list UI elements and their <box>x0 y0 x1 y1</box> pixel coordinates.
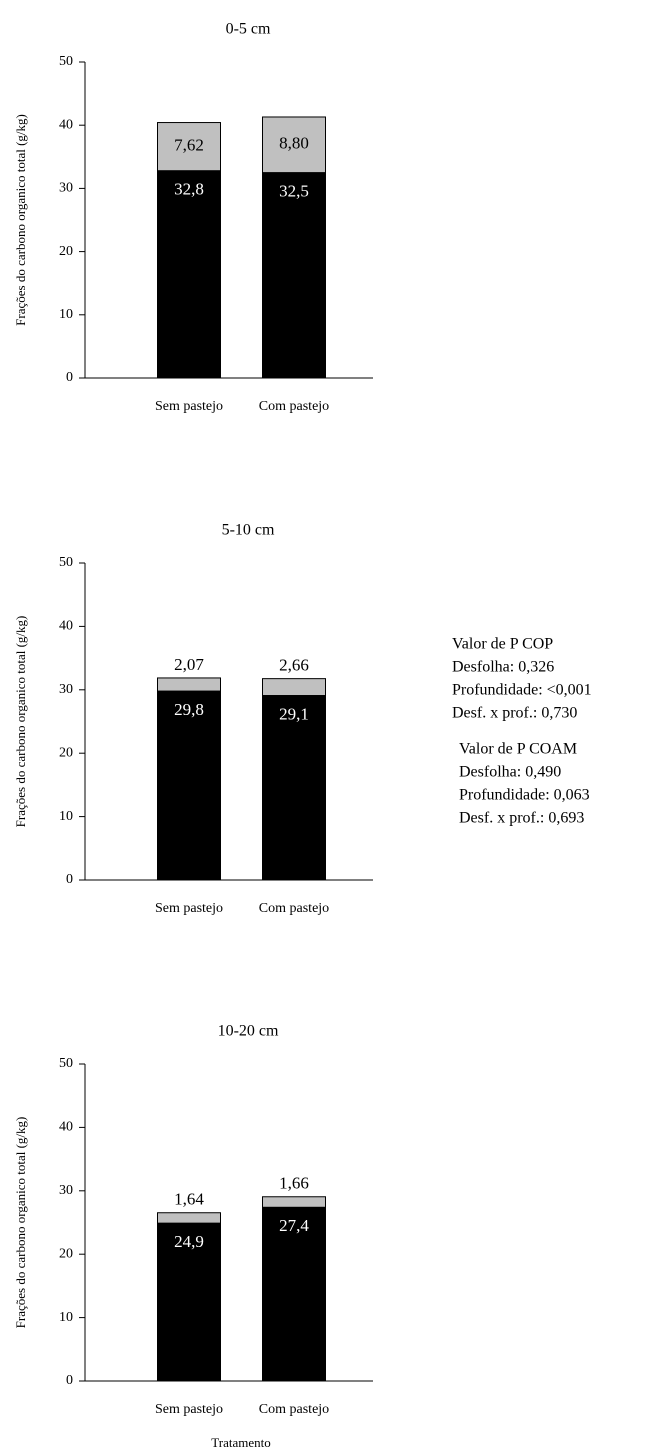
y-tick-label: 40 <box>59 1120 73 1135</box>
value-label: 32,5 <box>279 182 309 201</box>
bar-segment <box>262 678 326 697</box>
y-tick-label: 0 <box>66 370 73 385</box>
x-tick-label: Com pastejo <box>259 399 329 414</box>
y-tick-label: 10 <box>59 1310 73 1325</box>
value-label: 27,4 <box>279 1216 309 1235</box>
bar-segment <box>157 1222 221 1382</box>
value-label: 24,9 <box>174 1232 204 1251</box>
bar-segment <box>157 170 221 379</box>
annotation: Valor de P COP <box>452 636 553 653</box>
bar-segment <box>157 122 221 172</box>
value-label: 2,66 <box>279 656 309 675</box>
bar-segment <box>262 695 326 881</box>
annotation: Profundidade: 0,063 <box>459 787 590 804</box>
bar-segment <box>262 1196 326 1208</box>
x-tick-label: Sem pastejo <box>155 399 223 414</box>
value-label: 29,1 <box>279 704 309 723</box>
annotation: Desf. x prof.: 0,693 <box>459 810 584 827</box>
bar-segment <box>157 690 221 881</box>
y-tick-label: 50 <box>59 54 73 69</box>
annotation: Desfolha: 0,326 <box>452 659 554 676</box>
x-tick-label: Sem pastejo <box>155 901 223 916</box>
y-tick-label: 30 <box>59 1183 73 1198</box>
y-tick-label: 20 <box>59 244 73 259</box>
x-tick-label: Com pastejo <box>259 901 329 916</box>
y-tick-label: 10 <box>59 307 73 322</box>
y-tick-label: 50 <box>59 1056 73 1071</box>
y-tick-label: 40 <box>59 117 73 132</box>
chart-title: 10-20 cm <box>218 1023 279 1040</box>
value-label: 7,62 <box>174 136 204 155</box>
annotation: Desf. x prof.: 0,730 <box>452 705 577 722</box>
annotation: Profundidade: <0,001 <box>452 682 592 699</box>
y-tick-label: 10 <box>59 809 73 824</box>
bar-segment <box>262 116 326 174</box>
y-tick-label: 30 <box>59 682 73 697</box>
bar-segment <box>157 677 221 692</box>
y-tick-label: 30 <box>59 181 73 196</box>
value-label: 32,8 <box>174 180 204 199</box>
bar-segment <box>262 172 326 379</box>
y-tick-label: 20 <box>59 1246 73 1261</box>
value-label: 1,66 <box>279 1174 309 1193</box>
x-tick-label: Sem pastejo <box>155 1402 223 1417</box>
chart-title: 5-10 cm <box>222 522 275 539</box>
value-label: 29,8 <box>174 700 204 719</box>
y-axis-label: Frações do carbono organico total (g/kg) <box>13 114 28 326</box>
value-label: 8,80 <box>279 134 309 153</box>
y-tick-label: 50 <box>59 555 73 570</box>
annotation: Valor de P COAM <box>459 741 577 758</box>
value-label: 2,07 <box>174 655 204 674</box>
annotation: Desfolha: 0,490 <box>459 764 561 781</box>
value-label: 1,64 <box>174 1190 204 1209</box>
x-tick-label: Com pastejo <box>259 1402 329 1417</box>
y-axis-label: Frações do carbono organico total (g/kg) <box>13 1117 28 1329</box>
y-axis-label: Frações do carbono organico total (g/kg) <box>13 616 28 828</box>
y-tick-label: 0 <box>66 1373 73 1388</box>
y-tick-label: 20 <box>59 745 73 760</box>
chart-title: 0-5 cm <box>226 21 271 38</box>
y-tick-label: 0 <box>66 872 73 887</box>
bar-segment <box>157 1212 221 1224</box>
y-tick-label: 40 <box>59 619 73 634</box>
bar-segment <box>262 1206 326 1382</box>
x-axis-label: Tratamento <box>211 1435 270 1450</box>
